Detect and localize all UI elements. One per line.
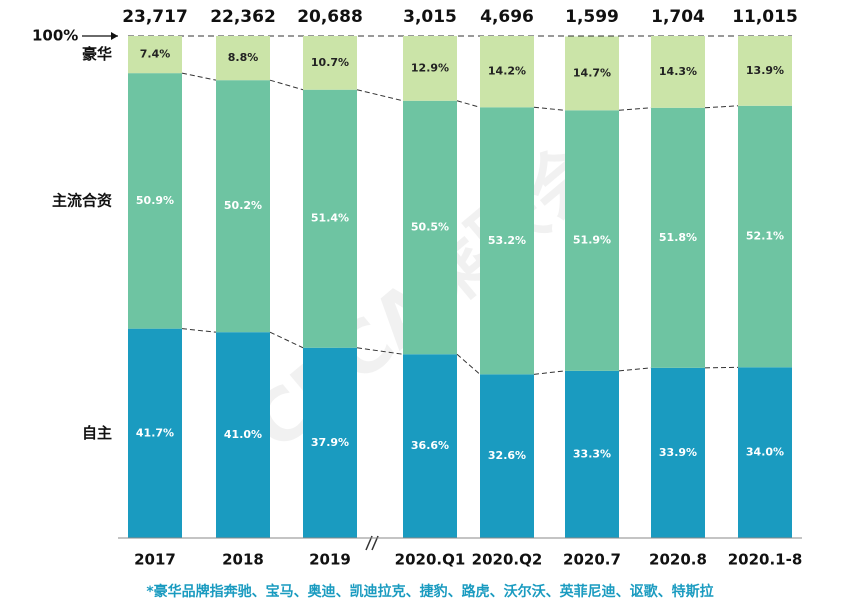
bar-segment [651,107,705,368]
connector [533,106,566,111]
connector [269,331,304,349]
value-label: 37.9% [311,436,349,449]
bar-segment [738,36,792,106]
value-label: 8.8% [228,51,259,64]
value-label: 51.9% [573,234,611,247]
series-label: 自主 [82,424,112,442]
bar-segment [303,36,357,90]
total-label: 20,688 [297,7,363,27]
bar-segment [651,36,705,108]
value-label: 50.9% [136,194,174,207]
total-label: 4,696 [480,7,534,27]
bar-segment [216,332,270,538]
value-label: 53.2% [488,234,526,247]
value-label: 12.9% [411,61,449,74]
connector [704,105,739,109]
total-label: 1,599 [565,7,619,27]
connector [456,100,481,108]
value-label: 33.3% [573,447,611,460]
value-label: 50.2% [224,199,262,212]
connector [456,353,481,375]
bar-segment [128,328,182,538]
x-tick-label: 2020.8 [649,551,707,569]
x-tick-label: 2018 [222,551,264,569]
value-label: 7.4% [140,48,171,61]
bar-segment [403,100,457,355]
x-tick-label: 2019 [309,551,351,569]
total-label: 22,362 [210,7,276,27]
bar-segment [403,354,457,538]
bar-segment [303,347,357,538]
value-label: 14.3% [659,65,697,78]
bar-segment [738,105,792,368]
connector [356,89,404,102]
bar-segment [565,370,619,538]
connector [181,328,217,333]
bar-segment [480,36,534,108]
value-label: 34.0% [746,446,784,459]
x-tick-label: 2020.Q2 [472,551,543,569]
value-label: 13.9% [746,64,784,77]
connector [618,367,652,372]
value-label: 51.8% [659,231,697,244]
bar-segment [480,374,534,538]
footnote: *豪华品牌指奔驰、宝马、奥迪、凯迪拉克、捷豹、路虎、沃尔沃、英菲尼迪、讴歌、特斯… [146,583,713,600]
bar-segment [738,367,792,538]
bar-segment [216,80,270,333]
value-label: 10.7% [311,56,349,69]
value-label: 41.0% [224,428,262,441]
connector [618,107,652,111]
arrow-head [111,32,118,40]
x-tick-label: 2020.Q1 [395,551,466,569]
connector [269,79,304,91]
value-label: 41.7% [136,426,174,439]
x-tick-label: 2020.1-8 [728,551,803,569]
value-label: 36.6% [411,439,449,452]
bar-segment [565,36,619,111]
total-label: 23,717 [122,7,188,27]
x-tick-label: 2017 [134,551,176,569]
total-label: 1,704 [651,7,705,27]
bar-segment [216,36,270,81]
value-label: 14.7% [573,66,611,79]
bar-segment [480,107,534,375]
total-label: 11,015 [732,7,798,27]
total-label: 3,015 [403,7,457,27]
value-label: 32.6% [488,449,526,462]
bar-segment [128,36,182,74]
connector [533,370,566,375]
value-label: 51.4% [311,212,349,225]
x-tick-label: 2020.7 [563,551,621,569]
y-tick-label: 100% [32,27,78,45]
connector [181,72,217,81]
value-label: 14.2% [488,65,526,78]
series-label: 主流合资 [52,191,112,209]
value-label: 33.9% [659,446,697,459]
connector [704,366,739,369]
bar-segment [565,110,619,371]
bar-segment [128,73,182,329]
series-label: 豪华 [82,45,112,63]
value-label: 52.1% [746,230,784,243]
value-label: 50.5% [411,221,449,234]
bar-segment [303,89,357,348]
bar-segment [651,367,705,538]
bar-segment [403,36,457,101]
